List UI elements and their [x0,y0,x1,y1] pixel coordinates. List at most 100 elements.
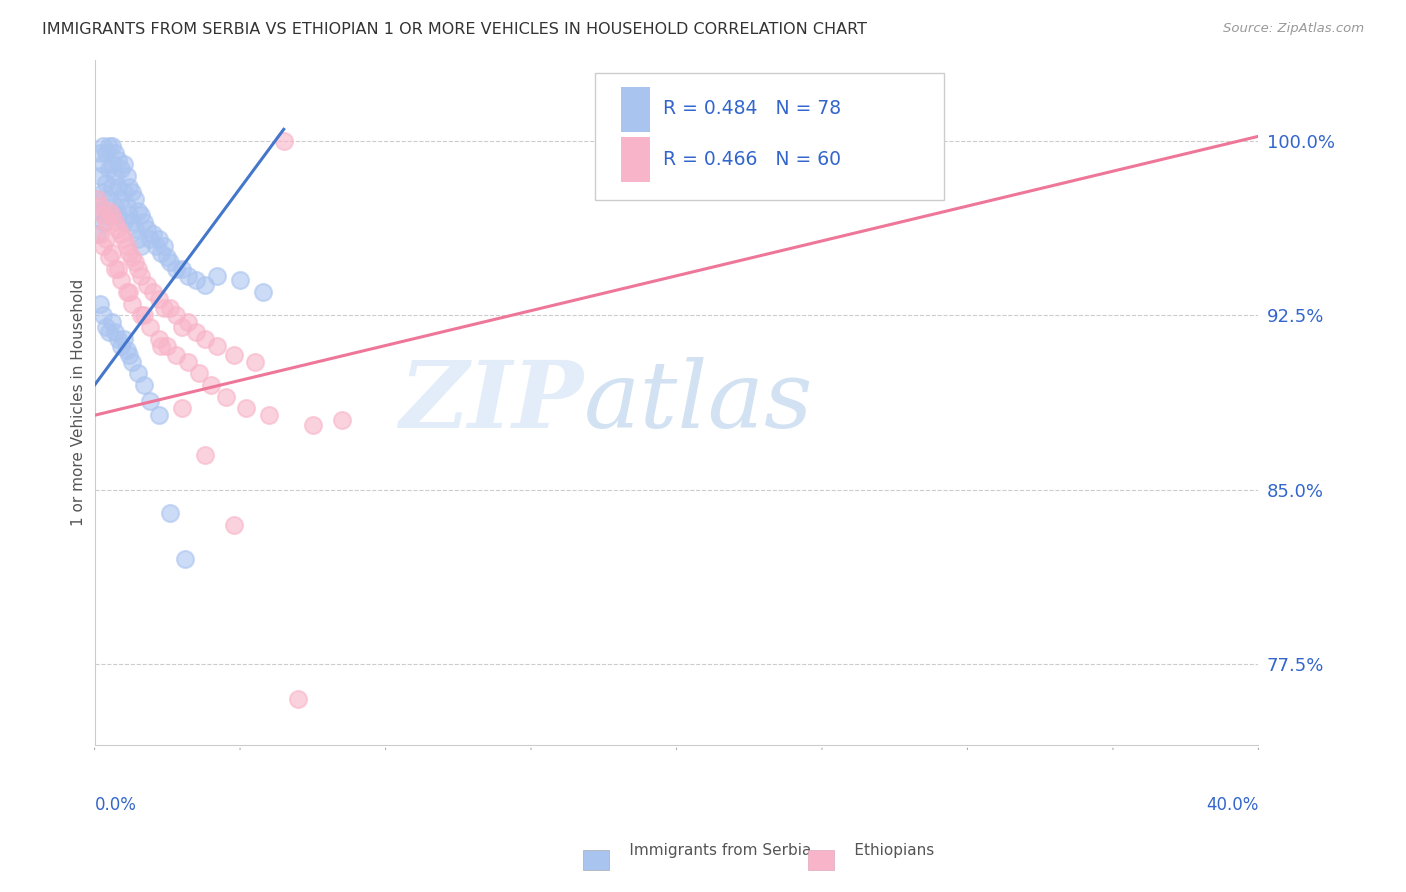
Point [124,192,146,206]
Point [110,273,132,287]
Point [156,338,179,352]
Point [136,278,159,293]
Point [132,308,155,322]
Point [252,285,274,299]
Point [98,192,121,206]
Point [156,250,179,264]
Point [127,261,149,276]
Text: 40.0%: 40.0% [1206,797,1258,814]
Point [170,320,193,334]
Point [98,161,121,176]
Point [112,231,135,245]
Point [165,261,187,276]
Point [89,199,111,213]
Point [159,255,181,269]
Point [104,169,127,183]
Point [139,231,162,245]
Point [235,401,257,416]
Point [127,203,149,218]
Point [150,245,173,260]
Text: 0.0%: 0.0% [94,797,136,814]
Point [176,355,198,369]
Point [118,348,141,362]
Text: ZIP: ZIP [399,358,583,448]
Point [91,308,114,322]
Point [115,169,138,183]
Point [124,222,146,236]
Bar [620,137,650,182]
Point [118,208,141,222]
Point [129,238,152,252]
Point [101,245,124,260]
Point [104,199,127,213]
Point [330,413,353,427]
Point [118,285,141,299]
Point [91,157,114,171]
Point [173,552,195,566]
Point [121,250,143,264]
Point [229,273,252,287]
Point [91,215,114,229]
Point [150,338,173,352]
Point [91,185,114,199]
Y-axis label: 1 or more Vehicles in Household: 1 or more Vehicles in Household [72,279,86,526]
Point [96,208,118,222]
Point [148,292,170,306]
Point [98,325,121,339]
Point [121,355,143,369]
Point [89,227,111,241]
Point [224,517,246,532]
Point [96,145,118,160]
Point [107,208,129,222]
Point [139,394,162,409]
Point [148,409,170,423]
Point [257,409,280,423]
Point [124,255,146,269]
Point [200,378,222,392]
Point [96,176,118,190]
Point [129,268,152,283]
Point [287,691,309,706]
Point [148,332,170,346]
Point [98,138,121,153]
Point [110,227,132,241]
Point [98,250,121,264]
Point [159,506,181,520]
Point [165,308,187,322]
Text: Ethiopians: Ethiopians [830,843,934,858]
Point [107,153,129,167]
Point [170,401,193,416]
Point [142,285,165,299]
Point [110,338,132,352]
Point [121,185,143,199]
Point [205,268,228,283]
Point [136,222,159,236]
Point [96,231,118,245]
Point [118,245,141,260]
Text: Source: ZipAtlas.com: Source: ZipAtlas.com [1223,22,1364,36]
Point [101,180,124,194]
Point [104,325,127,339]
Point [107,180,129,194]
Point [101,138,124,153]
Point [96,215,118,229]
Point [86,192,108,206]
FancyBboxPatch shape [595,73,945,200]
Point [188,367,211,381]
Text: IMMIGRANTS FROM SERBIA VS ETHIOPIAN 1 OR MORE VEHICLES IN HOUSEHOLD CORRELATION : IMMIGRANTS FROM SERBIA VS ETHIOPIAN 1 OR… [42,22,868,37]
Point [115,199,138,213]
Point [194,278,217,293]
Point [194,332,217,346]
Point [129,208,152,222]
Point [101,208,124,222]
Point [112,215,135,229]
Point [104,261,127,276]
Point [243,355,266,369]
Point [101,208,124,222]
Point [107,261,129,276]
Point [112,185,135,199]
Point [186,273,208,287]
Point [121,296,143,310]
Point [139,320,162,334]
Point [110,161,132,176]
